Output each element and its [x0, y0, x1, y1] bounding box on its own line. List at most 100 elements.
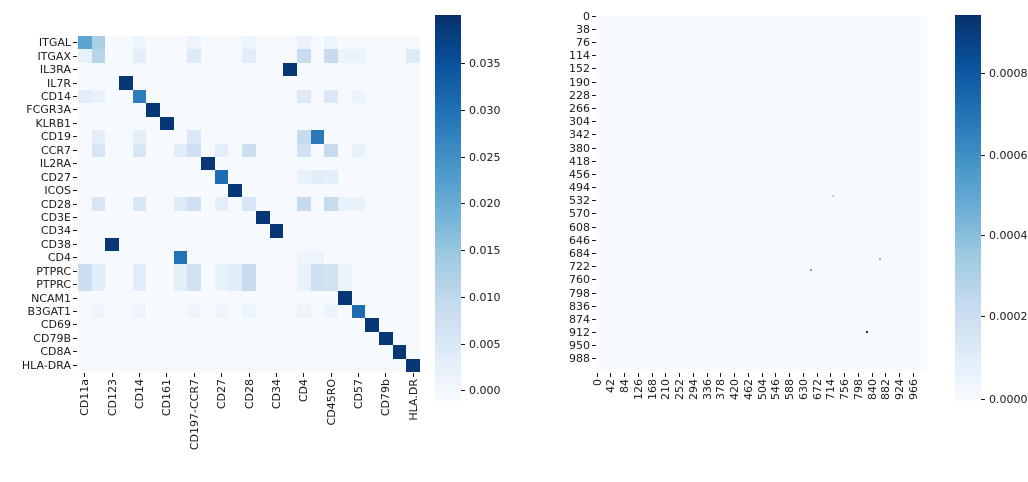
heatmap-cell [310, 116, 325, 131]
heatmap-cell [119, 156, 133, 171]
heatmap-cell [214, 318, 229, 332]
heatmap-cell [214, 224, 229, 238]
heatmap-cell [324, 345, 338, 359]
colorbar-tick-mark [461, 297, 465, 299]
heatmap-cell [214, 156, 229, 171]
heatmap-cell [160, 264, 174, 278]
heatmap-cell [146, 116, 161, 131]
heatmap-cell [242, 318, 256, 332]
heatmap-cell [160, 143, 174, 157]
y-tick-mark [73, 163, 77, 165]
heatmap-cell [365, 264, 379, 278]
y-tick-label: 76 [576, 36, 590, 50]
heatmap-cell [406, 331, 420, 346]
heatmap-cell [406, 264, 420, 278]
heatmap-cell [78, 264, 92, 278]
heatmap-cell [269, 197, 284, 211]
heatmap-cell [337, 291, 352, 305]
colorbar-tick-mark [981, 72, 985, 74]
heatmap-cell [365, 197, 379, 211]
heatmap-cell [91, 358, 106, 372]
heatmap-cell [214, 143, 229, 157]
heatmap-cell [214, 62, 229, 77]
heatmap-cell [160, 224, 174, 238]
heatmap-cell [310, 49, 325, 63]
heatmap-cell [201, 183, 215, 198]
y-tick-label: 760 [569, 273, 590, 287]
heatmap-cell [365, 76, 379, 90]
heatmap-cell [269, 345, 284, 359]
heatmap-cell [378, 264, 393, 278]
heatmap-cell [337, 143, 352, 157]
heatmap-cell [119, 331, 133, 346]
y-tick-label: 114 [569, 49, 590, 63]
heatmap-cell [187, 197, 202, 211]
heatmap-cell [160, 116, 174, 131]
heatmap-cell [105, 130, 120, 144]
heatmap-cell [351, 36, 366, 50]
y-tick-label: 646 [569, 233, 590, 247]
x-tick-label: 756 [838, 378, 852, 400]
x-tick-mark [637, 372, 639, 377]
heatmap-cell [91, 331, 106, 346]
heatmap-cell [392, 210, 407, 225]
heatmap-cell [337, 358, 352, 372]
y-tick-label: 152 [569, 62, 590, 76]
heatmap-cell [365, 318, 379, 332]
x-tick-label: 462 [741, 378, 755, 400]
x-tick-mark [651, 372, 653, 377]
heatmap-cell [214, 76, 229, 90]
heatmap-cell [351, 156, 366, 171]
x-tick-mark [899, 372, 901, 377]
y-tick-mark [73, 136, 77, 138]
heatmap-cell [406, 62, 420, 77]
heatmap-cell [242, 130, 256, 144]
heatmap-cell [160, 89, 174, 104]
heatmap-cell [105, 76, 120, 90]
heatmap-cell [337, 183, 352, 198]
heatmap-cell [255, 277, 270, 292]
heatmap-cell [132, 156, 147, 171]
heatmap-cell [351, 116, 366, 131]
heatmap-cell [119, 103, 133, 117]
heatmap-cell [146, 62, 161, 77]
y-tick-mark [73, 243, 77, 245]
heatmap-cell [105, 49, 120, 63]
heatmap-cell [392, 36, 407, 50]
x-tick-mark [275, 372, 277, 377]
x-tick-mark [775, 372, 777, 377]
y-tick-mark [592, 160, 596, 162]
y-tick-mark [592, 332, 596, 334]
heatmap-cell [337, 130, 352, 144]
heatmap-cell [337, 277, 352, 292]
heatmap-cell [337, 318, 352, 332]
heatmap-cell [378, 103, 393, 117]
colorbar-tick-mark [981, 399, 985, 401]
y-tick-label: 798 [569, 286, 590, 300]
heatmap-cell [228, 237, 243, 252]
heatmap-cell [160, 251, 174, 265]
heatmap-cell [337, 210, 352, 225]
heatmap-cell [160, 237, 174, 252]
heatmap-cell [255, 103, 270, 117]
heatmap-cell [146, 210, 161, 225]
heatmap-cell [324, 62, 338, 77]
heatmap-cell [146, 318, 161, 332]
heatmap-cell [91, 251, 106, 265]
heatmap-cell [228, 156, 243, 171]
heatmap-cell [173, 103, 188, 117]
heatmap-cell [269, 183, 284, 198]
heatmap-cell [146, 237, 161, 252]
heatmap-cell [187, 331, 202, 346]
heatmap-cell [78, 277, 92, 292]
x-tick-label: CD4 [297, 378, 311, 402]
y-tick-label: NCAM1 [31, 291, 71, 305]
heatmap-cell [228, 116, 243, 131]
left-heatmap-grid [78, 36, 420, 372]
heatmap-cell [283, 291, 297, 305]
heatmap-cell [78, 224, 92, 238]
heatmap-cell [378, 291, 393, 305]
heatmap-cell [324, 76, 338, 90]
heatmap-cell [283, 277, 297, 292]
heatmap-cell [173, 62, 188, 77]
